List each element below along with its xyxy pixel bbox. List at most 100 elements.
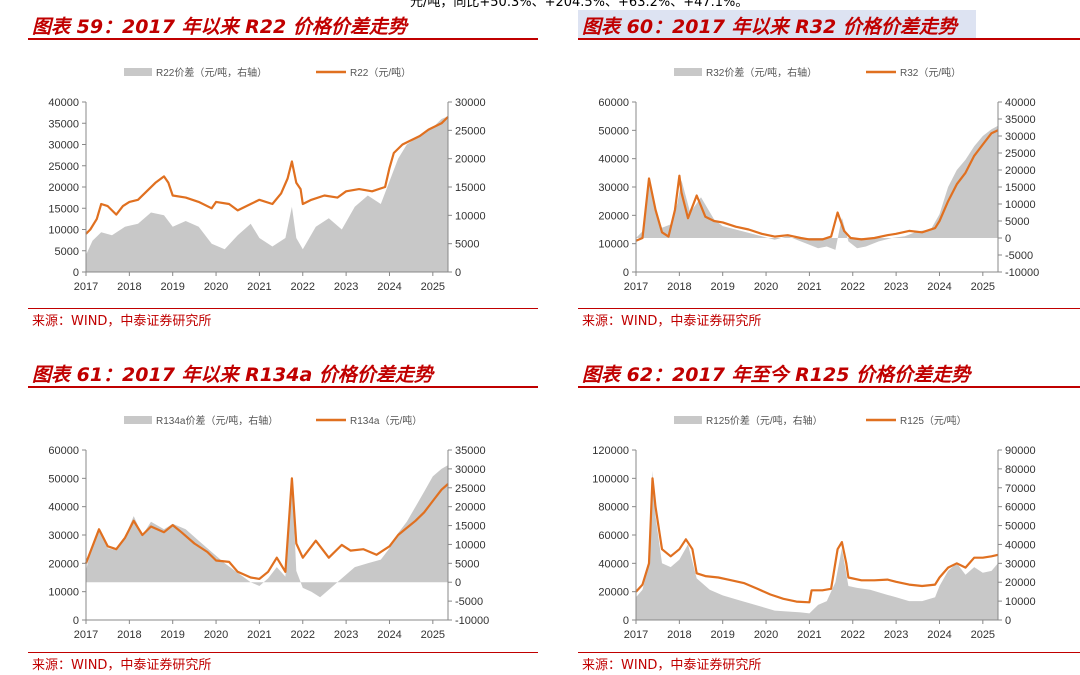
left-tick-label: 0 bbox=[623, 615, 629, 627]
left-tick-label: 10000 bbox=[598, 239, 629, 251]
left-tick-label: 50000 bbox=[48, 473, 79, 485]
x-tick-label: 2018 bbox=[117, 629, 141, 641]
right-tick-label: 5000 bbox=[455, 239, 479, 251]
chart-title: 图表 62：2017 年至今 R125 价格价差走势 bbox=[582, 364, 971, 386]
chart-panel-fig59: 图表 59：2017 年以来 R22 价格价差走势 R22价差（元/吨，右轴） R… bbox=[28, 10, 538, 330]
panel-title-bar: 图表 61：2017 年以来 R134a 价格价差走势 bbox=[28, 358, 538, 388]
right-tick-label: 25000 bbox=[455, 125, 486, 137]
x-tick-label: 2019 bbox=[710, 629, 734, 641]
left-tick-label: 20000 bbox=[598, 587, 629, 599]
x-tick-label: 2017 bbox=[74, 629, 98, 641]
right-tick-label: 30000 bbox=[455, 464, 486, 476]
x-tick-label: 2024 bbox=[377, 281, 401, 293]
x-tick-label: 2021 bbox=[797, 629, 821, 641]
line-series bbox=[635, 477, 999, 604]
right-tick-label: 15000 bbox=[1005, 182, 1036, 194]
source-rule bbox=[28, 652, 538, 653]
left-tick-label: 40000 bbox=[48, 502, 79, 514]
area-series bbox=[86, 116, 448, 272]
x-tick-label: 2024 bbox=[927, 281, 951, 293]
x-tick-label: 2023 bbox=[884, 281, 908, 293]
x-tick-label: 2019 bbox=[160, 281, 184, 293]
right-tick-label: 80000 bbox=[1005, 464, 1036, 476]
left-tick-label: 60000 bbox=[48, 445, 79, 457]
source-rule bbox=[578, 308, 1080, 309]
panel-title-bar: 图表 62：2017 年至今 R125 价格价差走势 bbox=[578, 358, 1080, 388]
right-tick-label: 5000 bbox=[1005, 216, 1029, 228]
legend-label-line: R32（元/吨） bbox=[900, 66, 961, 79]
left-tick-label: 0 bbox=[73, 615, 79, 627]
x-tick-label: 2021 bbox=[247, 281, 271, 293]
title-highlight bbox=[578, 10, 976, 38]
x-tick-label: 2018 bbox=[117, 281, 141, 293]
x-tick-label: 2025 bbox=[971, 281, 995, 293]
right-tick-label: 60000 bbox=[1005, 502, 1036, 514]
title-rule bbox=[578, 386, 1080, 388]
right-tick-label: 10000 bbox=[455, 539, 486, 551]
legend-label-area: R22价差（元/吨，右轴） bbox=[156, 66, 267, 79]
left-tick-label: 25000 bbox=[48, 161, 79, 173]
chart-title: 图表 61：2017 年以来 R134a 价格价差走势 bbox=[32, 364, 433, 386]
chart-source: 来源：WIND，中泰证券研究所 bbox=[582, 658, 762, 673]
right-tick-label: 35000 bbox=[1005, 114, 1036, 126]
left-tick-label: 60000 bbox=[598, 530, 629, 542]
right-tick-label: 10000 bbox=[455, 210, 486, 222]
right-tick-label: 40000 bbox=[1005, 97, 1036, 109]
x-tick-label: 2019 bbox=[160, 629, 184, 641]
legend: R125价差（元/吨，右轴） R125（元/吨） bbox=[674, 414, 967, 427]
left-tick-label: 100000 bbox=[592, 473, 629, 485]
right-tick-label: -5000 bbox=[455, 596, 483, 608]
x-tick-label: 2022 bbox=[841, 629, 865, 641]
title-rule bbox=[578, 38, 1080, 40]
chart-source: 来源：WIND，中泰证券研究所 bbox=[32, 314, 212, 329]
chart-title: 图表 59：2017 年以来 R22 价格价差走势 bbox=[32, 16, 407, 38]
right-tick-label: -10000 bbox=[455, 615, 489, 627]
left-tick-label: 20000 bbox=[48, 182, 79, 194]
source-rule bbox=[578, 652, 1080, 653]
x-tick-label: 2020 bbox=[754, 281, 778, 293]
right-tick-label: 0 bbox=[455, 577, 461, 589]
x-tick-label: 2020 bbox=[204, 281, 228, 293]
left-tick-label: 5000 bbox=[55, 246, 79, 258]
left-tick-label: 40000 bbox=[48, 97, 79, 109]
line-series bbox=[84, 477, 449, 580]
right-tick-label: 90000 bbox=[1005, 445, 1036, 457]
chart-panel-fig62: 图表 62：2017 年至今 R125 价格价差走势 R125价差（元/吨，右轴… bbox=[578, 358, 1080, 675]
right-tick-label: 20000 bbox=[455, 502, 486, 514]
right-tick-label: -5000 bbox=[1005, 250, 1033, 262]
legend: R32价差（元/吨，右轴） R32（元/吨） bbox=[674, 66, 961, 79]
x-tick-label: 2020 bbox=[754, 629, 778, 641]
legend-label-line: R134a（元/吨） bbox=[350, 414, 422, 427]
right-tick-label: 25000 bbox=[1005, 148, 1036, 160]
legend-swatch-area bbox=[674, 68, 702, 76]
right-tick-label: 0 bbox=[1005, 233, 1011, 245]
chart-svg-fig62: R125价差（元/吨，右轴） R125（元/吨） 0 20000 40000 60000 8… bbox=[592, 414, 1036, 641]
legend: R134a价差（元/吨，右轴） R134a（元/吨） bbox=[124, 414, 422, 427]
chart-panel-fig61: 图表 61：2017 年以来 R134a 价格价差走势 R134a价差（元/吨，… bbox=[28, 358, 538, 675]
right-tick-label: 35000 bbox=[455, 445, 486, 457]
legend: R22价差（元/吨，右轴） R22（元/吨） bbox=[124, 66, 411, 79]
right-tick-label: 50000 bbox=[1005, 521, 1036, 533]
right-tick-label: 20000 bbox=[455, 154, 486, 166]
x-tick-label: 2020 bbox=[204, 629, 228, 641]
x-tick-label: 2017 bbox=[74, 281, 98, 293]
line-series bbox=[85, 116, 449, 235]
x-tick-label: 2025 bbox=[971, 629, 995, 641]
left-tick-label: 120000 bbox=[592, 445, 629, 457]
chart-svg-fig60: R32价差（元/吨，右轴） R32（元/吨） 0 10000 20000 30000 400… bbox=[598, 66, 1039, 293]
area-series bbox=[86, 465, 448, 598]
chart-svg-fig61: R134a价差（元/吨，右轴） R134a（元/吨） 0 10000 20000 3000… bbox=[48, 414, 489, 641]
right-tick-label: 10000 bbox=[1005, 596, 1036, 608]
right-tick-label: 25000 bbox=[455, 483, 486, 495]
right-tick-label: 20000 bbox=[1005, 165, 1036, 177]
left-tick-label: 20000 bbox=[48, 558, 79, 570]
area-series bbox=[636, 125, 998, 250]
x-tick-label: 2017 bbox=[624, 281, 648, 293]
chart-title: 图表 60：2017 年以来 R32 价格价差走势 bbox=[582, 16, 957, 38]
left-tick-label: 50000 bbox=[598, 125, 629, 137]
legend-label-line: R125（元/吨） bbox=[900, 414, 967, 427]
area-series bbox=[636, 470, 998, 620]
x-tick-label: 2022 bbox=[291, 281, 315, 293]
left-tick-label: 10000 bbox=[48, 225, 79, 237]
left-tick-label: 15000 bbox=[48, 203, 79, 215]
